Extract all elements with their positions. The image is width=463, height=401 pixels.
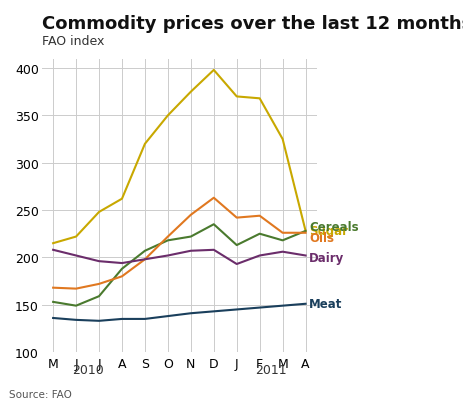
Text: 2011: 2011 xyxy=(255,363,286,376)
Text: Dairy: Dairy xyxy=(308,251,344,264)
Text: FAO index: FAO index xyxy=(42,35,104,48)
Text: Source: FAO: Source: FAO xyxy=(9,389,72,399)
Text: Commodity prices over the last 12 months: Commodity prices over the last 12 months xyxy=(42,15,463,33)
Text: Cereals: Cereals xyxy=(308,220,358,233)
Text: 2010: 2010 xyxy=(71,363,103,376)
Text: Sugar: Sugar xyxy=(308,225,347,238)
Text: Oils: Oils xyxy=(308,231,333,244)
Text: Meat: Meat xyxy=(308,298,342,310)
